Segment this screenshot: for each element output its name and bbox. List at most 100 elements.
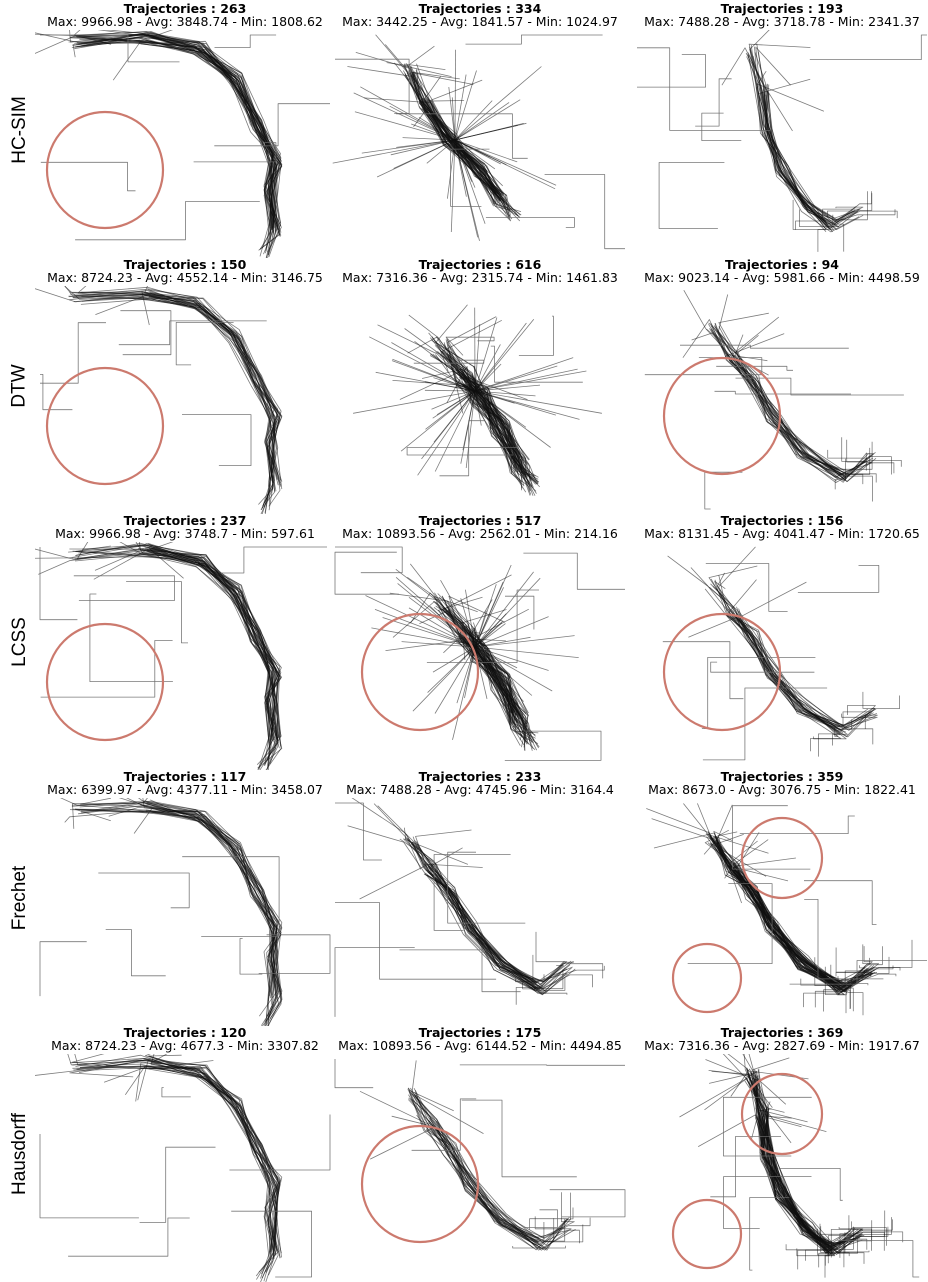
highlight-circle <box>673 1200 741 1268</box>
trajectory-line <box>76 1055 275 1254</box>
trajectory-line <box>75 36 277 248</box>
trajectory-line <box>416 830 537 983</box>
panel-subtitle-stats: Max: 7488.28 - Avg: 4745.96 - Min: 3164.… <box>330 783 630 797</box>
trajectory-line <box>433 874 605 982</box>
trajectory-line <box>40 942 87 996</box>
trajectory-line <box>70 38 277 250</box>
trajectory-line <box>40 374 72 409</box>
trajectory-line <box>718 832 844 994</box>
trajectory-line <box>68 1218 190 1256</box>
highlight-circle <box>742 1074 822 1154</box>
row-label-text: HC-SIM <box>9 96 31 164</box>
trajectory-line <box>146 810 274 1026</box>
row-label-hausdorff: Hausdorff <box>0 1026 40 1282</box>
trajectory-line <box>106 930 166 976</box>
trajectory-line <box>66 1054 270 1276</box>
row-label-text: LCSS <box>9 617 31 667</box>
trajectory-line <box>40 323 106 384</box>
trajectory-line <box>758 52 895 225</box>
trajectory-line <box>134 809 282 1027</box>
trajectory-line <box>715 833 846 984</box>
trajectory-line <box>837 1241 919 1278</box>
trajectory-plot <box>632 542 928 770</box>
trajectory-line <box>735 335 842 476</box>
trajectory-line <box>82 545 281 765</box>
trajectory-line <box>378 806 544 982</box>
trajectory-line <box>717 331 871 483</box>
trajectory-line <box>73 33 278 230</box>
panel-subtitle-stats: Max: 3442.25 - Avg: 1841.57 - Min: 1024.… <box>330 15 630 29</box>
trajectory-line <box>68 1054 276 1259</box>
row-label-text: DTW <box>9 364 31 407</box>
trajectory-line <box>70 294 273 483</box>
trajectory-line <box>335 552 399 594</box>
trajectory-line <box>65 286 279 514</box>
trajectory-line <box>215 35 277 48</box>
trajectory-line <box>335 948 415 1017</box>
trajectory-line <box>711 323 876 476</box>
trajectory-line <box>702 113 742 141</box>
trajectory-line <box>95 552 275 769</box>
trajectory-line <box>76 289 278 479</box>
trajectory-line <box>715 323 844 472</box>
trajectory-line <box>80 292 279 490</box>
panel-subtitle-stats: Max: 7488.28 - Avg: 3718.78 - Min: 2341.… <box>632 15 928 29</box>
trajectory-line <box>707 837 866 984</box>
trajectory-line <box>703 688 827 760</box>
trajectory-plot <box>632 798 928 1026</box>
trajectory-line <box>733 806 811 869</box>
panel-subtitle-stats: Max: 8131.45 - Avg: 4041.47 - Min: 1720.… <box>632 527 928 541</box>
trajectory-line <box>710 835 836 985</box>
trajectory-line <box>637 55 706 88</box>
trajectory-line <box>149 296 281 513</box>
trajectory-line <box>374 804 546 992</box>
trajectory-line <box>417 64 507 196</box>
trajectory-line <box>113 42 277 229</box>
trajectory-line <box>120 311 170 355</box>
row-label-text: Frechet <box>9 866 31 930</box>
trajectory-line <box>74 296 276 507</box>
trajectory-line <box>140 805 277 1025</box>
trajectory-line <box>75 40 281 233</box>
trajectory-line <box>72 1054 276 1282</box>
trajectory-line <box>713 837 869 992</box>
trajectory-line <box>726 615 876 736</box>
trajectory-line <box>412 1094 571 1251</box>
trajectory-line <box>75 554 279 760</box>
trajectory-plot <box>35 1054 335 1282</box>
trajectory-line <box>69 38 276 228</box>
trajectory-line <box>125 1066 276 1282</box>
trajectory-plot <box>35 30 335 258</box>
row-label-text: Hausdorff <box>9 1113 31 1195</box>
trajectory-line <box>333 140 455 163</box>
trajectory-line <box>523 553 625 589</box>
trajectory-line <box>146 811 282 1026</box>
trajectory-line <box>455 67 541 141</box>
trajectory-line <box>663 642 744 699</box>
trajectory-line <box>81 43 273 233</box>
trajectory-line <box>139 812 278 998</box>
trajectory-line <box>65 811 275 1001</box>
trajectory-line <box>739 609 846 733</box>
trajectory-plot <box>330 542 630 770</box>
panel-subtitle-stats: Max: 8673.0 - Avg: 3076.75 - Min: 1822.4… <box>632 783 928 797</box>
trajectory-line <box>78 805 276 1017</box>
trajectory-line <box>72 557 277 766</box>
trajectory-line <box>804 881 877 925</box>
trajectory-line <box>77 32 274 259</box>
trajectory-line <box>82 298 282 490</box>
row-label-lcss: LCSS <box>0 514 40 770</box>
trajectory-line <box>455 103 509 141</box>
trajectory-line <box>392 1116 583 1242</box>
trajectory-line <box>72 1060 280 1272</box>
trajectory-line <box>73 298 276 492</box>
trajectory-line <box>709 1072 861 1258</box>
trajectory-line <box>360 1091 567 1250</box>
highlight-circle <box>47 368 163 484</box>
trajectory-plot <box>35 286 335 514</box>
